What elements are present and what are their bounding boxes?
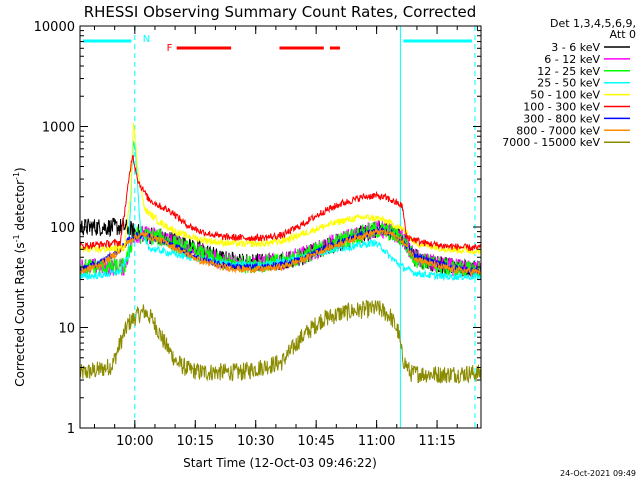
legend-label-3: 12 - 25 keV <box>537 65 600 78</box>
y-tick-label-4: 1000 <box>42 121 75 136</box>
series-line-4 <box>79 140 482 282</box>
series-line-9 <box>79 299 482 384</box>
y-tick-label-5: 10000 <box>34 20 75 35</box>
x-tick-label-1: 10:00 <box>116 434 153 449</box>
legend-header-line-2: Att 0 <box>610 28 636 41</box>
series-line-6 <box>79 154 482 252</box>
y-tick-label-3: 100 <box>50 221 75 236</box>
x-tick-label-2: 10:15 <box>177 434 214 449</box>
y-tick-label-1: 1 <box>67 422 75 437</box>
legend-label-6: 100 - 300 keV <box>523 101 600 114</box>
x-tick-label-4: 10:45 <box>297 434 334 449</box>
legend-label-2: 6 - 12 keV <box>544 53 600 66</box>
x-axis-label: Start Time (12-Oct-03 09:46:22) <box>183 456 377 470</box>
y-tick-label-2: 10 <box>58 322 75 337</box>
series-line-8 <box>79 226 482 277</box>
annotation-n: N <box>143 34 150 45</box>
legend-label-9: 7000 - 15000 keV <box>502 136 600 149</box>
legend-label-5: 50 - 100 keV <box>530 89 600 102</box>
chart-title: RHESSI Observing Summary Count Rates, Co… <box>84 3 477 21</box>
annotation-f: F <box>167 43 173 54</box>
legend-label-7: 300 - 800 keV <box>523 112 600 125</box>
legend-label-1: 3 - 6 keV <box>551 41 600 54</box>
legend-label-8: 800 - 7000 keV <box>516 124 600 137</box>
y-axis-label: Corrected Count Rate (s-1 detector-1) <box>12 167 27 386</box>
x-tick-label-5: 11:00 <box>358 434 395 449</box>
x-tick-label-6: 11:15 <box>418 434 455 449</box>
legend-header-line-1: Det 1,3,4,5,6,9, <box>550 17 636 30</box>
x-tick-label-3: 10:30 <box>237 434 274 449</box>
legend-label-4: 25 - 50 keV <box>537 77 600 90</box>
timestamp: 24-Oct-2021 09:49 <box>560 469 636 478</box>
